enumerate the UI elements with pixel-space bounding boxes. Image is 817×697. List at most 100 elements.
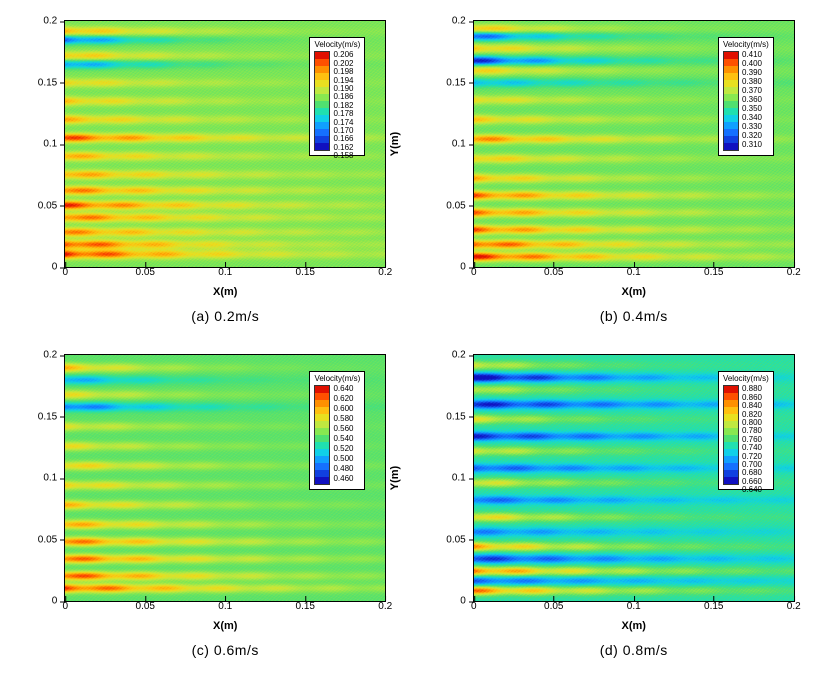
y-tick: 0.05 [38, 200, 57, 211]
legend-value: 0.560 [333, 425, 353, 433]
x-tick: 0.2 [787, 267, 801, 278]
x-tick: 0 [471, 601, 477, 612]
x-tick: 0.2 [378, 601, 392, 612]
y-tick: 0.2 [43, 350, 57, 361]
legend-labels: 0.2060.2020.1980.1940.1900.1860.1820.178… [333, 51, 353, 149]
y-tick: 0.2 [452, 16, 466, 27]
legend-value: 0.600 [333, 405, 353, 413]
x-tick: 0 [62, 601, 68, 612]
legend-title: Velocity(m/s) [314, 41, 360, 49]
y-ticks: 00.050.10.150.2 [466, 21, 474, 267]
legend-labels: 0.8800.8600.8400.8200.8000.7800.7600.740… [742, 385, 762, 483]
panel-c: 00.050.10.150.200.050.10.150.2Velocity(m… [20, 354, 389, 658]
legend-value: 0.460 [333, 475, 353, 483]
x-axis-label: X(m) [580, 286, 646, 298]
colorbar-legend: Velocity(m/s) 0.2060.2020.1980.1940.1900.… [309, 37, 365, 156]
y-tick: 0.1 [452, 473, 466, 484]
panel-b: 00.050.10.150.200.050.10.150.2Velocity(m… [429, 20, 798, 324]
x-tick: 0.1 [627, 601, 641, 612]
colorbar-legend: Velocity(m/s) 0.8800.8600.8400.8200.8000.… [718, 371, 774, 490]
y-ticks: 00.050.10.150.2 [466, 355, 474, 601]
x-ticks: 00.050.10.150.2 [65, 267, 385, 283]
x-ticks: 00.050.10.150.2 [474, 267, 794, 283]
panel-caption: (c) 0.6m/s [150, 642, 259, 658]
x-tick: 0.1 [218, 601, 232, 612]
x-tick: 0.2 [378, 267, 392, 278]
legend-value: 0.640 [333, 385, 353, 393]
x-axis-label: X(m) [171, 620, 237, 632]
legend-value: 0.620 [333, 395, 353, 403]
x-ticks: 00.050.10.150.2 [474, 601, 794, 617]
panel-a: 00.050.10.150.200.050.10.150.2Velocity(m… [20, 20, 389, 324]
x-tick: 0.05 [544, 601, 563, 612]
legend-value: 0.580 [333, 415, 353, 423]
panel-caption: (b) 0.4m/s [558, 308, 668, 324]
y-tick: 0.05 [446, 200, 465, 211]
y-tick: 0.15 [446, 411, 465, 422]
x-ticks: 00.050.10.150.2 [65, 601, 385, 617]
x-tick: 0.2 [787, 601, 801, 612]
x-tick: 0 [62, 267, 68, 278]
y-tick: 0.1 [43, 473, 57, 484]
y-ticks: 00.050.10.150.2 [57, 21, 65, 267]
legend-title: Velocity(m/s) [314, 375, 360, 383]
colorbar [314, 385, 330, 485]
x-tick: 0.05 [136, 267, 155, 278]
panel-d: 00.050.10.150.200.050.10.150.2Velocity(m… [429, 354, 798, 658]
legend-value: 0.640 [742, 486, 762, 494]
legend-value: 0.158 [333, 152, 353, 160]
y-tick: 0.1 [43, 139, 57, 150]
plot-area: 00.050.10.150.200.050.10.150.2Velocity(m… [22, 20, 386, 268]
y-tick: 0.15 [38, 411, 57, 422]
plot-area: 00.050.10.150.200.050.10.150.2Velocity(m… [431, 354, 795, 602]
plot-area: 00.050.10.150.200.050.10.150.2Velocity(m… [431, 20, 795, 268]
legend-value: 0.500 [333, 455, 353, 463]
y-tick: 0 [460, 596, 466, 607]
x-axis-label: X(m) [580, 620, 646, 632]
legend-title: Velocity(m/s) [723, 375, 769, 383]
y-axis-label: Y(m) [389, 132, 401, 156]
x-tick: 0.1 [218, 267, 232, 278]
x-tick: 0.15 [296, 267, 315, 278]
y-tick: 0.1 [452, 139, 466, 150]
legend-value: 0.520 [333, 445, 353, 453]
plot-frame: 00.050.10.150.200.050.10.150.2Velocity(m… [64, 20, 386, 268]
x-tick: 0.05 [136, 601, 155, 612]
plot-frame: 00.050.10.150.200.050.10.150.2Velocity(m… [473, 354, 795, 602]
legend-value: 0.540 [333, 435, 353, 443]
colorbar [314, 51, 330, 151]
legend-title: Velocity(m/s) [723, 41, 769, 49]
y-tick: 0.15 [446, 77, 465, 88]
x-tick: 0.1 [627, 267, 641, 278]
colorbar-legend: Velocity(m/s) 0.4100.4000.3900.3800.3700.… [718, 37, 774, 156]
plot-frame: 00.050.10.150.200.050.10.150.2Velocity(m… [64, 354, 386, 602]
y-tick: 0 [52, 262, 58, 273]
legend-value: 0.480 [333, 465, 353, 473]
x-tick: 0.15 [296, 601, 315, 612]
y-axis-label: Y(m) [389, 466, 401, 490]
x-tick: 0.15 [704, 267, 723, 278]
x-tick: 0 [471, 267, 477, 278]
legend-labels: 0.640 0.620 0.600 0.580 0.560 0.540 0.520 0.500… [333, 385, 353, 483]
y-tick: 0.15 [38, 77, 57, 88]
panel-caption: (a) 0.2m/s [149, 308, 259, 324]
x-tick: 0.15 [704, 601, 723, 612]
y-tick: 0 [460, 262, 466, 273]
colorbar [723, 385, 739, 485]
x-axis-label: X(m) [171, 286, 237, 298]
y-tick: 0.05 [446, 534, 465, 545]
x-tick: 0.05 [544, 267, 563, 278]
y-ticks: 00.050.10.150.2 [57, 355, 65, 601]
colorbar-legend: Velocity(m/s)0.6400.6200.6000.5800.5600.… [309, 371, 365, 490]
y-tick: 0.2 [43, 16, 57, 27]
figure-grid: 00.050.10.150.200.050.10.150.2Velocity(m… [20, 20, 797, 658]
legend-labels: 0.4100.4000.3900.3800.3700.3600.3500.340… [742, 51, 762, 149]
colorbar [723, 51, 739, 151]
y-tick: 0.2 [452, 350, 466, 361]
plot-area: 00.050.10.150.200.050.10.150.2Velocity(m… [22, 354, 386, 602]
plot-frame: 00.050.10.150.200.050.10.150.2Velocity(m… [473, 20, 795, 268]
legend-value: 0.310 [742, 141, 762, 149]
y-tick: 0.05 [38, 534, 57, 545]
panel-caption: (d) 0.8m/s [558, 642, 668, 658]
y-tick: 0 [52, 596, 58, 607]
